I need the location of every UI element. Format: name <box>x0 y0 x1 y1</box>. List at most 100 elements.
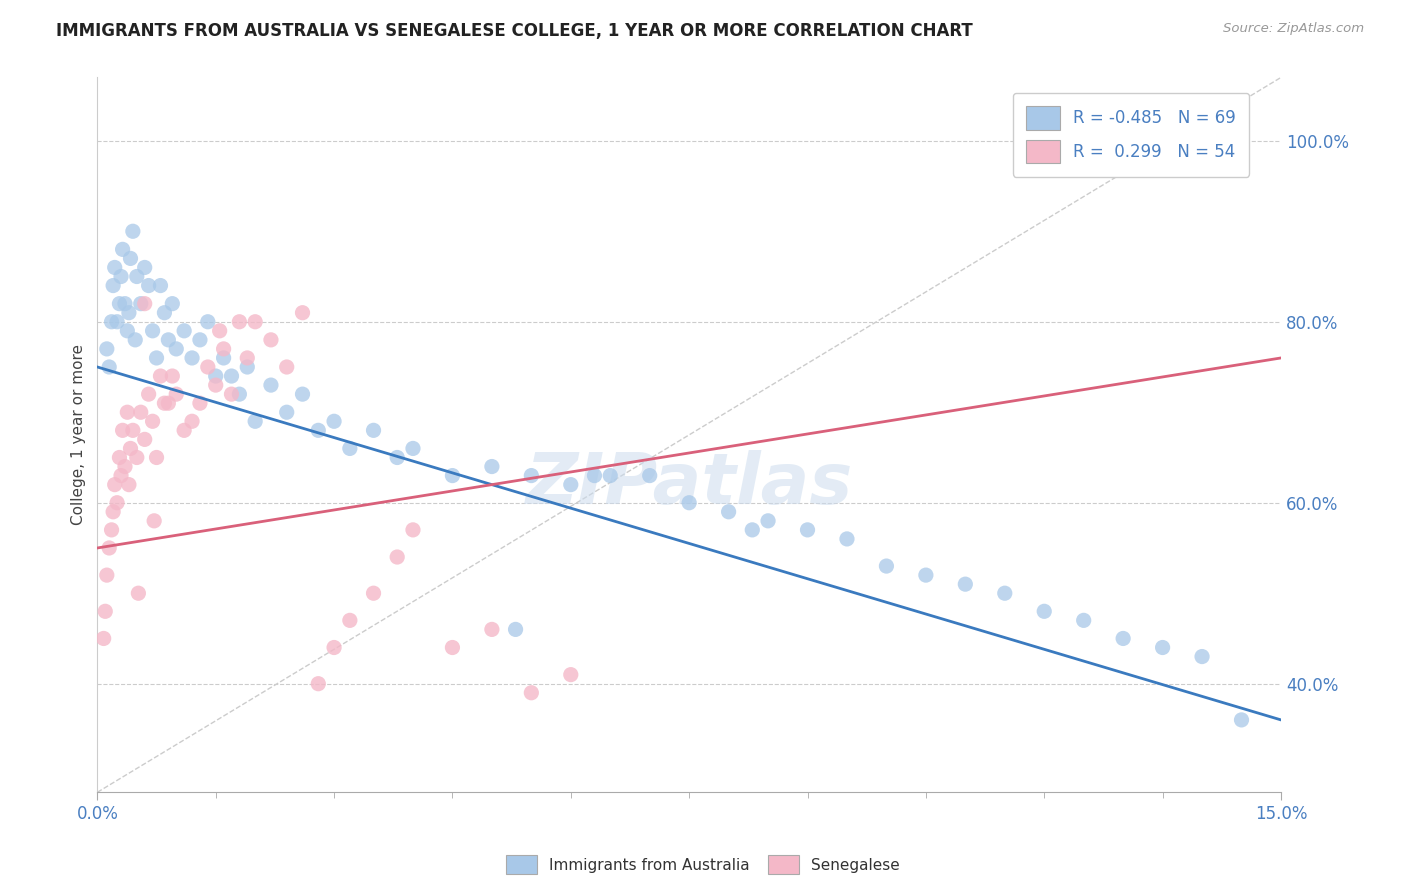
Point <box>181 351 204 365</box>
Point <box>124 333 146 347</box>
Point <box>363 423 385 437</box>
Point <box>1073 613 1095 627</box>
Point <box>599 468 621 483</box>
Point <box>162 296 184 310</box>
Point <box>127 586 149 600</box>
Point <box>117 405 139 419</box>
Point <box>117 324 139 338</box>
Point <box>915 568 938 582</box>
Point <box>212 342 235 356</box>
Point <box>104 260 127 275</box>
Point <box>98 359 121 374</box>
Point <box>1033 604 1056 618</box>
Point <box>243 414 266 428</box>
Point <box>149 369 172 384</box>
Point <box>307 423 329 437</box>
Point <box>717 505 740 519</box>
Point <box>291 387 314 401</box>
Point <box>212 351 235 365</box>
Point <box>100 523 122 537</box>
Point <box>1230 713 1253 727</box>
Point <box>96 342 118 356</box>
Point <box>110 269 132 284</box>
Point <box>323 414 346 428</box>
Point <box>173 324 195 338</box>
Point <box>142 414 165 428</box>
Point <box>276 405 298 419</box>
Point <box>835 532 858 546</box>
Point <box>204 378 226 392</box>
Point <box>118 306 141 320</box>
Point <box>134 296 156 310</box>
Point <box>165 387 187 401</box>
Point <box>228 315 250 329</box>
Point <box>93 632 115 646</box>
Point <box>260 333 283 347</box>
Point <box>208 324 231 338</box>
Point <box>125 269 148 284</box>
Point <box>181 414 204 428</box>
Point <box>197 359 219 374</box>
Point <box>143 514 166 528</box>
Point <box>121 224 143 238</box>
Point <box>560 477 582 491</box>
Point <box>145 351 167 365</box>
Point <box>114 296 136 310</box>
Point <box>583 468 606 483</box>
Point <box>339 442 361 456</box>
Text: IMMIGRANTS FROM AUSTRALIA VS SENEGALESE COLLEGE, 1 YEAR OR MORE CORRELATION CHAR: IMMIGRANTS FROM AUSTRALIA VS SENEGALESE … <box>56 22 973 40</box>
Point <box>741 523 763 537</box>
Point <box>101 505 124 519</box>
Point <box>402 523 425 537</box>
Point <box>157 396 180 410</box>
Point <box>120 442 142 456</box>
Point <box>138 278 160 293</box>
Point <box>994 586 1017 600</box>
Point <box>188 333 211 347</box>
Point <box>125 450 148 465</box>
Point <box>153 306 176 320</box>
Point <box>108 450 131 465</box>
Point <box>520 686 543 700</box>
Point <box>105 315 128 329</box>
Point <box>1152 640 1174 655</box>
Y-axis label: College, 1 year or more: College, 1 year or more <box>72 344 86 525</box>
Point <box>323 640 346 655</box>
Point <box>145 450 167 465</box>
Point <box>481 623 503 637</box>
Point <box>560 667 582 681</box>
Point <box>221 387 243 401</box>
Point <box>134 260 156 275</box>
Point <box>387 549 409 564</box>
Text: Source: ZipAtlas.com: Source: ZipAtlas.com <box>1223 22 1364 36</box>
Point <box>339 613 361 627</box>
Legend: R = -0.485   N = 69, R =  0.299   N = 54: R = -0.485 N = 69, R = 0.299 N = 54 <box>1012 93 1249 177</box>
Point <box>678 496 700 510</box>
Point <box>101 278 124 293</box>
Point <box>111 243 134 257</box>
Point <box>291 306 314 320</box>
Point <box>243 315 266 329</box>
Point <box>149 278 172 293</box>
Point <box>162 369 184 384</box>
Point <box>129 296 152 310</box>
Point <box>96 568 118 582</box>
Text: ZIPatlas: ZIPatlas <box>526 450 853 519</box>
Point <box>138 387 160 401</box>
Point <box>153 396 176 410</box>
Point <box>120 252 142 266</box>
Point <box>276 359 298 374</box>
Point <box>110 468 132 483</box>
Point <box>105 496 128 510</box>
Point <box>1191 649 1213 664</box>
Point <box>111 423 134 437</box>
Point <box>955 577 977 591</box>
Point <box>134 433 156 447</box>
Point <box>520 468 543 483</box>
Point <box>108 296 131 310</box>
Point <box>638 468 661 483</box>
Point <box>118 477 141 491</box>
Point <box>129 405 152 419</box>
Point <box>165 342 187 356</box>
Legend: Immigrants from Australia, Senegalese: Immigrants from Australia, Senegalese <box>501 849 905 880</box>
